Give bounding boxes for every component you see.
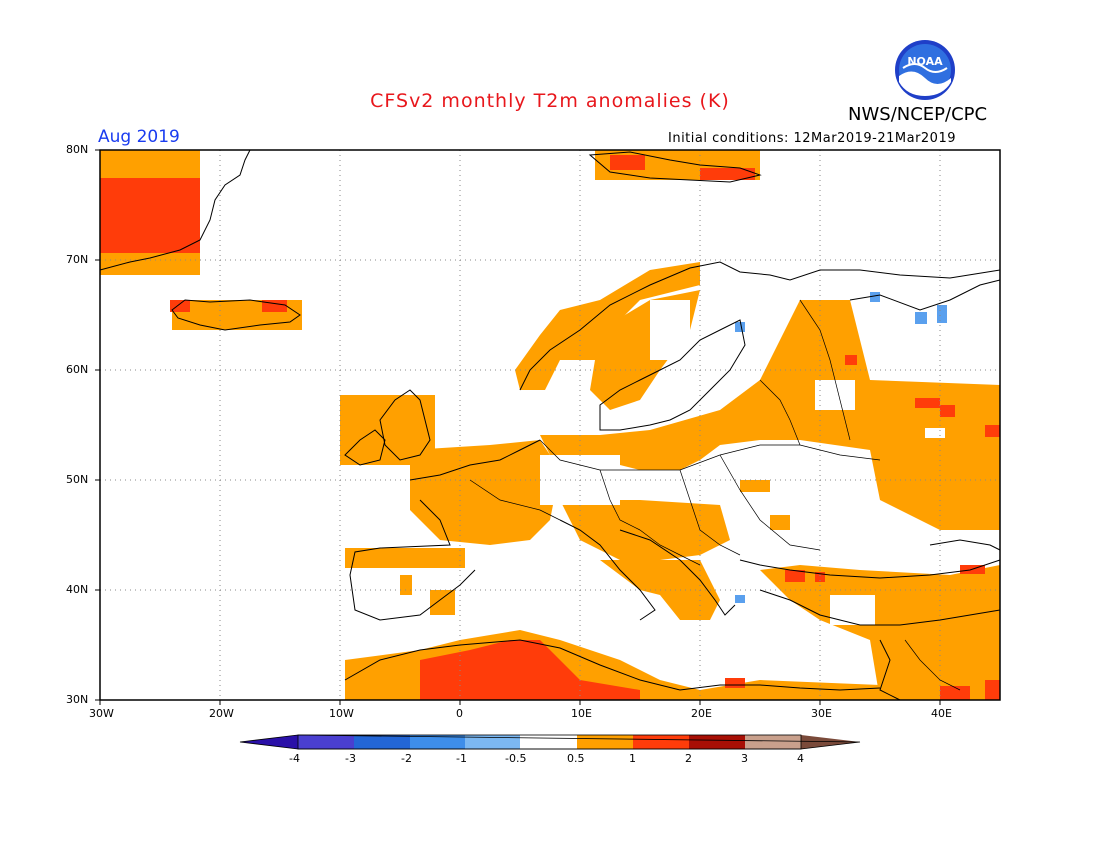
colorbar-label: 1: [629, 752, 636, 765]
colorbar-swatch: [745, 735, 801, 749]
lat-label: 30N: [66, 693, 89, 706]
colorbar-label: 4: [797, 752, 804, 765]
lon-label: 10W: [329, 707, 354, 720]
colorbar-label: -4: [289, 752, 300, 765]
noaa-logo: NOAA: [895, 40, 955, 100]
lon-label: 30W: [89, 707, 114, 720]
colorbar-swatch: [520, 735, 577, 749]
forecast-month: Aug 2019: [98, 127, 180, 147]
colorbar-swatch: [465, 735, 520, 749]
lon-label: 10E: [571, 707, 592, 720]
country-borders: [469, 299, 961, 691]
colorbar-swatch: [689, 735, 745, 749]
anomaly-field-cool: [735, 292, 947, 603]
initial-conditions: Initial conditions: 12Mar2019-21Mar2019: [668, 131, 956, 146]
lon-label: 20E: [691, 707, 712, 720]
svg-text:NOAA: NOAA: [907, 55, 943, 68]
lat-label: 70N: [66, 253, 89, 266]
colorbar-label: 2: [685, 752, 692, 765]
lon-label: 30E: [811, 707, 832, 720]
colorbar-swatch: [354, 735, 410, 749]
lat-label: 60N: [66, 363, 89, 376]
colorbar-label: 0.5: [567, 752, 585, 765]
map-frame: [99, 149, 1001, 701]
colorbar-swatch: [633, 735, 689, 749]
colorbar-swatch: [410, 735, 465, 749]
anomaly-field-hot: [100, 155, 1000, 700]
grid-lines: [100, 150, 1000, 700]
colorbar-cap-low: [240, 735, 298, 749]
lat-label: 40N: [66, 583, 89, 596]
agency-label: NWS/NCEP/CPC: [848, 104, 988, 125]
colorbar-label: -3: [345, 752, 356, 765]
coastlines: [99, 149, 1001, 701]
lon-label: 40E: [931, 707, 952, 720]
lon-label: 20W: [209, 707, 234, 720]
lat-label: 50N: [66, 473, 89, 486]
colorbar-label: 3: [741, 752, 748, 765]
colorbar-label: -2: [401, 752, 412, 765]
lat-label: 80N: [66, 143, 89, 156]
colorbar-swatch: [577, 735, 633, 749]
colorbar-label: -0.5: [505, 752, 527, 765]
colorbar: [239, 734, 861, 750]
lon-label: 0: [456, 707, 463, 720]
axis-ticks: [95, 149, 941, 705]
colorbar-swatch: [298, 735, 354, 749]
colorbar-label: -1: [456, 752, 467, 765]
map-title: CFSv2 monthly T2m anomalies (K): [370, 90, 730, 112]
